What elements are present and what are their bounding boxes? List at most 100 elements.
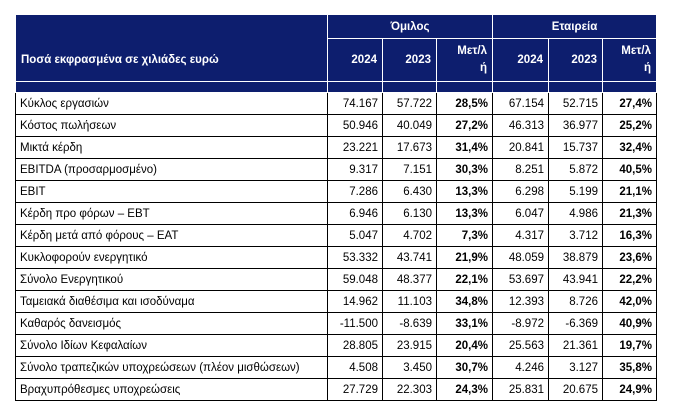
company-2023-cell: 36.977: [548, 114, 603, 137]
group-change-cell: 20,4%: [436, 334, 493, 357]
company-change-cell: 21,3%: [602, 202, 657, 225]
row-label: Κέρδη προ φόρων – EBT: [15, 202, 328, 225]
group-change-header: Μετ/λ ή: [436, 38, 493, 82]
company-2024-cell: 6.047: [492, 202, 549, 225]
company-year-2023-header: 2023: [548, 38, 603, 82]
group-2023-cell: 43.741: [382, 246, 437, 269]
company-2023-cell: 8.726: [548, 290, 603, 313]
company-2024-cell: 48.059: [492, 246, 549, 269]
group-2023-cell: 7.151: [382, 158, 437, 181]
company-year-2024-header: 2024: [492, 38, 549, 82]
header-spacer: [492, 81, 549, 93]
group-2023-cell: 3.450: [382, 356, 437, 379]
company-change-cell: 25,2%: [602, 114, 657, 137]
company-2024-cell: 4.317: [492, 224, 549, 247]
group-header: Όμιλος: [327, 14, 493, 39]
group-change-cell: 27,2%: [436, 114, 493, 137]
group-change-cell: 22,1%: [436, 268, 493, 291]
group-change-cell: 33,1%: [436, 312, 493, 335]
group-2024-cell: 14.962: [327, 290, 383, 313]
company-change-cell: 19,7%: [602, 334, 657, 357]
group-change-cell: 7,3%: [436, 224, 493, 247]
company-2023-cell: 5.872: [548, 158, 603, 181]
group-change-line2: ή: [479, 62, 487, 74]
group-2023-cell: 17.673: [382, 136, 437, 159]
group-2023-cell: 48.377: [382, 268, 437, 291]
row-label-header: Ποσά εκφρασμένα σε χιλιάδες ευρώ: [15, 38, 328, 82]
group-2024-cell: 28.805: [327, 334, 383, 357]
company-2023-cell: 20.675: [548, 378, 603, 401]
group-change-cell: 34,8%: [436, 290, 493, 313]
group-2024-cell: 6.946: [327, 202, 383, 225]
company-2023-cell: 3.127: [548, 356, 603, 379]
company-2023-cell: 43.941: [548, 268, 603, 291]
group-change-cell: 21,9%: [436, 246, 493, 269]
company-change-cell: 23,6%: [602, 246, 657, 269]
group-2023-cell: 57.722: [382, 92, 437, 115]
company-change-line1: Μετ/λ: [621, 45, 651, 57]
company-2024-cell: 25.831: [492, 378, 549, 401]
group-2024-cell: 53.332: [327, 246, 383, 269]
group-2024-cell: 59.048: [327, 268, 383, 291]
group-change-cell: 13,3%: [436, 202, 493, 225]
company-2024-cell: 46.313: [492, 114, 549, 137]
company-2024-cell: 12.393: [492, 290, 549, 313]
company-change-cell: 32,4%: [602, 136, 657, 159]
row-label: Σύνολο Ιδίων Κεφαλαίων: [15, 334, 328, 357]
group-change-cell: 31,4%: [436, 136, 493, 159]
table-row: Σύνολο Ενεργητικού 59.048 48.377 22,1% 53.69…: [15, 268, 657, 291]
table-row: Σύνολο τραπεζικών υποχρεώσεων (πλέον μισ…: [15, 356, 657, 379]
financial-table-container: Όμιλος Εταιρεία Ποσά εκφρασμένα σε χιλιά…: [15, 14, 657, 401]
group-2024-cell: -11.500: [327, 312, 383, 335]
row-label: Κόστος πωλήσεων: [15, 114, 328, 137]
table-row: Κυκλοφορούν ενεργητικό 53.332 43.741 21,9% 4…: [15, 246, 657, 269]
table-header: Όμιλος Εταιρεία Ποσά εκφρασμένα σε χιλιά…: [15, 14, 657, 93]
row-label: EBITDA (προσαρμοσμένο): [15, 158, 328, 181]
group-2024-cell: 7.286: [327, 180, 383, 203]
company-2023-cell: 4.986: [548, 202, 603, 225]
row-label: Μικτά κέρδη: [15, 136, 328, 159]
table-row: EBIT 7.286 6.430 13,3% 6.298 5.199 21,1%: [15, 180, 657, 203]
company-2024-cell: 6.298: [492, 180, 549, 203]
header-spacer: [382, 81, 437, 93]
table-row: Ταμειακά διαθέσιμα και ισοδύναμα 14.962 11…: [15, 290, 657, 313]
company-2023-cell: 5.199: [548, 180, 603, 203]
company-2023-cell: 3.712: [548, 224, 603, 247]
table-body: Κύκλος εργασιών 74.167 57.722 28,5% 67.154 52…: [15, 92, 657, 401]
company-2023-cell: -6.369: [548, 312, 603, 335]
group-2023-cell: 40.049: [382, 114, 437, 137]
company-2023-cell: 52.715: [548, 92, 603, 115]
group-change-cell: 30,7%: [436, 356, 493, 379]
company-change-cell: 42,0%: [602, 290, 657, 313]
company-2023-cell: 38.879: [548, 246, 603, 269]
table-row: Κέρδη προ φόρων – EBT 6.946 6.130 13,3% 6.04…: [15, 202, 657, 225]
table-row: Καθαρός δανεισμός -11.500 -8.639 33,1% -8.97…: [15, 312, 657, 335]
table-row: EBITDA (προσαρμοσμένο) 9.317 7.151 30,3% 8.2…: [15, 158, 657, 181]
group-2023-cell: 6.130: [382, 202, 437, 225]
header-spacer: [327, 81, 383, 93]
company-change-cell: 27,4%: [602, 92, 657, 115]
row-label: Κυκλοφορούν ενεργητικό: [15, 246, 328, 269]
group-change-cell: 28,5%: [436, 92, 493, 115]
table-row: Μικτά κέρδη 23.221 17.673 31,4% 20.841 15.737…: [15, 136, 657, 159]
header-spacer: [436, 81, 493, 93]
group-year-2024-header: 2024: [327, 38, 383, 82]
row-label: Καθαρός δανεισμός: [15, 312, 328, 335]
company-change-cell: 24,9%: [602, 378, 657, 401]
header-spacer: [548, 81, 603, 93]
group-2023-cell: 4.702: [382, 224, 437, 247]
table-row: Βραχυπρόθεσμες υποχρεώσεις 27.729 22.303 24…: [15, 378, 657, 401]
company-2024-cell: 67.154: [492, 92, 549, 115]
company-2024-cell: -8.972: [492, 312, 549, 335]
group-2023-cell: 22.303: [382, 378, 437, 401]
group-2023-cell: 23.915: [382, 334, 437, 357]
table-row: Κύκλος εργασιών 74.167 57.722 28,5% 67.154 52…: [15, 92, 657, 115]
group-2024-cell: 23.221: [327, 136, 383, 159]
table-row: Κέρδη μετά από φόρους – EAT 5.047 4.702 7,3…: [15, 224, 657, 247]
company-change-cell: 35,8%: [602, 356, 657, 379]
table-row: Σύνολο Ιδίων Κεφαλαίων 28.805 23.915 20,4% 2…: [15, 334, 657, 357]
company-header: Εταιρεία: [492, 14, 657, 39]
group-2023-cell: 11.103: [382, 290, 437, 313]
company-change-cell: 40,9%: [602, 312, 657, 335]
row-label: Βραχυπρόθεσμες υποχρεώσεις: [15, 378, 328, 401]
